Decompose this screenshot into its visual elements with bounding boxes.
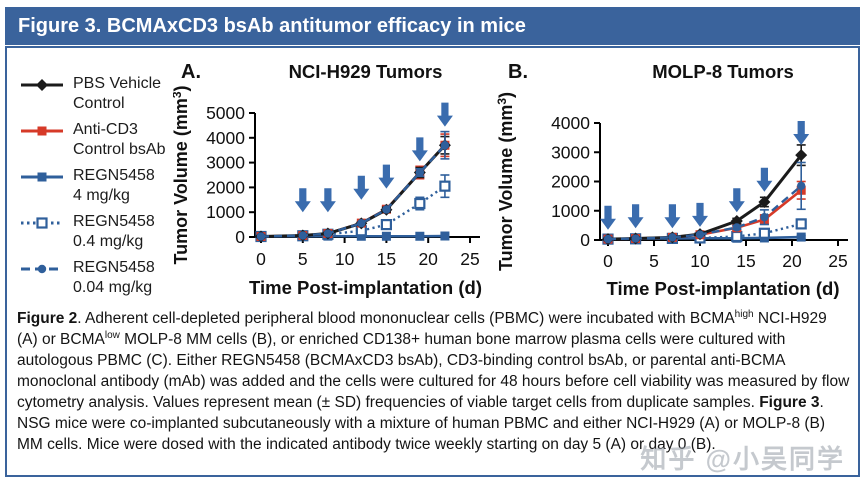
y-tick-label: 2000 — [551, 172, 590, 192]
chart-legend: PBS Vehicle Control Anti-CD3 Control bsAb RE… — [19, 74, 189, 304]
legend-marker-icon — [21, 217, 63, 229]
y-tick-label: 2000 — [206, 177, 245, 197]
x-tick-label: 5 — [649, 251, 659, 271]
figure-content: PBS Vehicle Control Anti-CD3 Control bsAb RE… — [5, 46, 860, 477]
panel-label: A. — [181, 61, 201, 83]
dose-arrow-icon — [664, 204, 681, 229]
y-tick-label: 0 — [235, 227, 245, 247]
dose-arrow-icon — [692, 202, 708, 227]
series-regn5458-0-04-mg-kg — [603, 161, 806, 244]
caption-text: high — [734, 308, 754, 320]
caption-text: . NSG mice were co-implanted subcutaneou… — [17, 394, 826, 453]
x-tick-label: 5 — [298, 249, 308, 269]
x-tick-label: 10 — [335, 249, 355, 269]
x-tick-label: 20 — [418, 249, 438, 269]
x-tick-label: 10 — [690, 251, 710, 271]
chart-molp-8-tumors: B. MOLP-8 Tumors 0 1000 2000 3000 4000 0 5 10 15 20… — [495, 61, 848, 299]
x-axis-label: Time Post-implantation (d) — [607, 278, 840, 299]
caption-text: low — [104, 329, 120, 341]
dose-arrow-icon — [378, 164, 395, 189]
dose-arrow-icon — [294, 188, 311, 213]
dose-arrow-icon — [353, 175, 370, 200]
chart-title: MOLP-8 Tumors — [652, 61, 794, 82]
x-tick-label: 20 — [782, 251, 802, 271]
y-tick-label: 5000 — [206, 103, 245, 123]
dose-arrow-icon — [627, 204, 644, 229]
dose-arrow-icon — [756, 167, 773, 192]
x-tick-label: 15 — [377, 249, 396, 269]
caption-figure-ref: Figure 3 — [759, 394, 820, 411]
y-tick-label: 4000 — [551, 113, 590, 133]
y-tick-label: 3000 — [206, 153, 245, 173]
x-axis-label: Time Post-implantation (d) — [249, 277, 482, 298]
legend-item-anti-cd3-control-bsab: Anti-CD3 Control bsAb — [19, 120, 189, 160]
y-tick-label: 1000 — [551, 201, 590, 221]
x-tick-label: 0 — [256, 249, 266, 269]
legend-label: Anti-CD3 Control bsAb — [73, 121, 166, 158]
legend-item-regn5458-0-04-mg-kg: REGN5458 0.04 mg/kg — [19, 258, 189, 298]
caption-text: MOLP-8 MM cells (B), or enriched CD138+ … — [17, 331, 850, 411]
x-tick-label: 25 — [828, 251, 847, 271]
dose-arrow-icon — [600, 205, 616, 230]
x-tick-label: 15 — [736, 251, 755, 271]
caption-text: . Adherent cell-depleted peripheral bloo… — [77, 310, 735, 327]
chart-nci-h929-tumors: A. NCI-H929 Tumors 0 1000 2000 3000 4000 5000 0 5… — [173, 61, 482, 298]
dose-arrow-icon — [793, 120, 810, 145]
legend-label: REGN5458 0.04 mg/kg — [73, 259, 155, 296]
legend-marker-icon — [21, 79, 63, 91]
legend-label: REGN5458 4 mg/kg — [73, 167, 155, 204]
legend-item-pbs-vehicle-control: PBS Vehicle Control — [19, 74, 189, 114]
legend-marker-icon — [21, 126, 63, 136]
legend-item-regn5458-0-4-mg-kg: REGN5458 0.4 mg/kg — [19, 212, 189, 252]
dose-arrow-icon — [319, 188, 336, 213]
legend-label: REGN5458 0.4 mg/kg — [73, 213, 155, 250]
y-tick-label: 4000 — [206, 128, 245, 148]
caption-figure-ref: Figure 2 — [17, 310, 78, 327]
legend-label: PBS Vehicle Control — [73, 75, 162, 112]
x-tick-label: 0 — [603, 251, 613, 271]
figure-title: Figure 3. BCMAxCD3 bsAb antitumor effica… — [18, 15, 526, 37]
figure-title-bar: Figure 3. BCMAxCD3 bsAb antitumor effica… — [5, 7, 860, 45]
series-regn5458-0-4-mg-kg — [255, 174, 451, 243]
panel-label: B. — [508, 61, 528, 83]
dose-arrow-icon — [411, 137, 428, 162]
watermark: 知乎 @小吴同学 — [640, 444, 845, 474]
series-regn5458-0-04-mg-kg — [256, 130, 450, 241]
x-tick-label: 25 — [460, 249, 479, 269]
dose-arrow-icon — [436, 102, 453, 127]
chart-title: NCI-H929 Tumors — [289, 61, 443, 82]
y-axis-label: Tumor Volume (mm3) — [173, 85, 191, 264]
figure-caption: Figure 2. Adherent cell-depleted periphe… — [17, 308, 850, 455]
y-axis-label: Tumor Volume (mm3) — [495, 92, 516, 271]
legend-item-regn5458-4-mg-kg: REGN5458 4 mg/kg — [19, 166, 189, 206]
dose-arrow-icon — [728, 188, 745, 213]
caption-text: NCI-H929 (A) or BCMA — [17, 310, 827, 348]
legend-marker-icon — [21, 172, 63, 182]
y-tick-label: 1000 — [206, 202, 245, 222]
legend-marker-icon — [21, 264, 63, 274]
y-tick-label: 3000 — [551, 142, 590, 162]
y-tick-label: 0 — [580, 230, 590, 250]
